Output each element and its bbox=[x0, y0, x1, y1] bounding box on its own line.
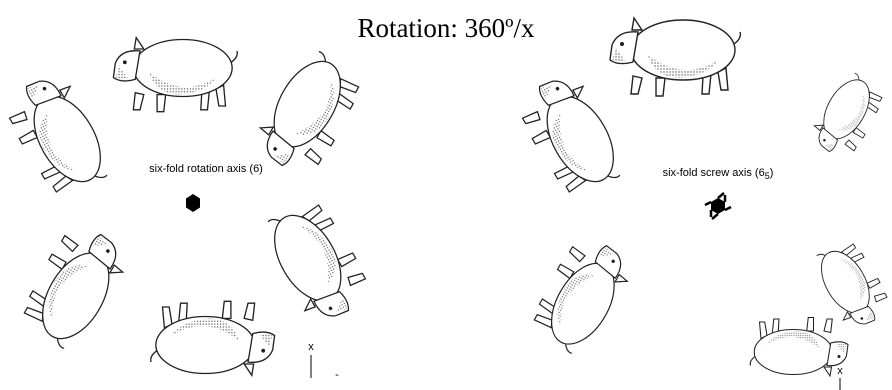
right-panel: six-fold screw axis (65) x bbox=[512, 18, 892, 390]
axis-label: six-fold rotation axis (6) bbox=[149, 163, 263, 175]
pig bbox=[610, 18, 740, 96]
axis-label: x bbox=[308, 341, 314, 353]
pig bbox=[525, 230, 638, 359]
pig bbox=[14, 218, 133, 355]
pig bbox=[512, 68, 631, 205]
pig bbox=[151, 301, 275, 375]
pig bbox=[113, 38, 237, 112]
screw-axis-symbol bbox=[705, 193, 731, 219]
axis-label: x bbox=[837, 365, 843, 377]
title: Rotation: 360º/x bbox=[357, 13, 535, 43]
axis-label: six-fold screw axis (65) bbox=[663, 167, 774, 181]
pig bbox=[809, 235, 892, 334]
pig bbox=[257, 193, 376, 330]
label-suffix: ) bbox=[770, 167, 774, 179]
pig bbox=[0, 68, 118, 205]
label-text: six-fold screw axis (6 bbox=[663, 167, 765, 179]
axis-mark: - bbox=[335, 369, 339, 381]
pig bbox=[807, 69, 889, 163]
rotation-axis-symbol bbox=[186, 194, 200, 212]
pig bbox=[750, 318, 848, 377]
left-panel: six-fold rotation axis (6) x - bbox=[0, 38, 376, 381]
diagram: Rotation: 360º/x six-fold rotation axis … bbox=[0, 0, 892, 390]
pig bbox=[249, 45, 368, 182]
